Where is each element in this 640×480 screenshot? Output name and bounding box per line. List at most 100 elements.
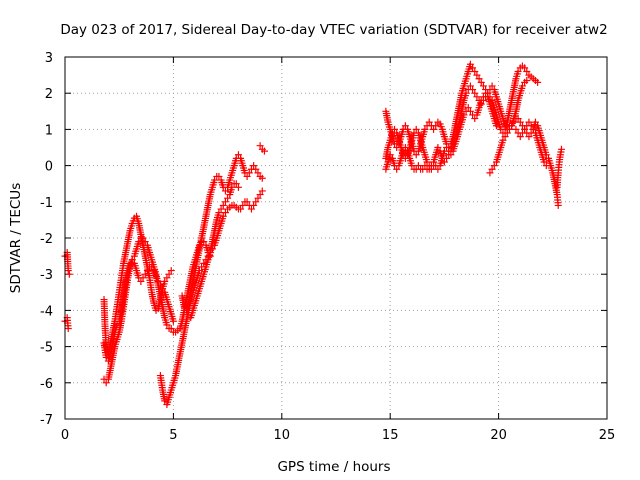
data-point (167, 267, 175, 275)
data-point (471, 115, 479, 123)
data-point (154, 277, 162, 285)
data-point (475, 75, 483, 83)
data-point (430, 125, 438, 133)
data-point (414, 162, 422, 170)
data-point (447, 151, 455, 159)
data-point (525, 133, 533, 141)
data-point (161, 277, 169, 285)
data-point (488, 165, 496, 173)
data-point (252, 198, 260, 206)
data-point (516, 118, 524, 126)
data-point (217, 205, 225, 213)
y-tick-label: -7 (40, 413, 53, 428)
data-point (221, 209, 229, 217)
data-point (163, 274, 171, 282)
data-point (514, 115, 522, 123)
data-point (434, 144, 442, 151)
data-point (466, 82, 474, 90)
data-point (534, 78, 542, 86)
data-point (401, 122, 409, 130)
x-axis-label: GPS time / hours (277, 459, 390, 475)
data-point (518, 129, 526, 137)
data-point (156, 281, 164, 289)
data-point (258, 174, 266, 182)
data-point (557, 145, 565, 153)
data-point (254, 194, 262, 202)
data-point (219, 212, 227, 220)
data-point (427, 165, 435, 173)
data-point (391, 125, 399, 133)
data-point (252, 165, 260, 173)
data-point (169, 317, 177, 325)
data-point (460, 111, 468, 119)
data-point (473, 71, 481, 79)
data-point (215, 209, 223, 217)
data-point (523, 67, 531, 75)
data-point (412, 125, 420, 133)
data-point (393, 165, 401, 173)
y-tick-label: -5 (40, 341, 53, 356)
data-point (234, 183, 242, 191)
data-point (224, 194, 232, 202)
y-tick-label: 1 (45, 123, 53, 138)
data-point (239, 201, 247, 209)
data-point (505, 125, 513, 133)
data-point (167, 325, 175, 332)
data-point (247, 205, 255, 213)
data-point (518, 82, 526, 90)
data-point (471, 67, 479, 75)
data-point (128, 256, 136, 264)
data-point (159, 285, 167, 293)
data-point (143, 267, 151, 275)
data-point (421, 162, 429, 170)
data-point (141, 270, 149, 278)
data-point (554, 201, 562, 209)
data-point (514, 67, 522, 75)
data-point (529, 125, 537, 133)
data-point (531, 118, 539, 126)
data-point (215, 172, 223, 180)
data-point (211, 176, 219, 184)
data-point (163, 321, 171, 329)
data-point (258, 187, 266, 195)
data-point (254, 169, 262, 177)
data-point (488, 82, 496, 90)
data-point (469, 86, 477, 94)
data-point (421, 125, 429, 133)
data-point (434, 165, 442, 173)
y-tick-label: -6 (40, 377, 53, 392)
data-point (523, 77, 531, 85)
data-point (510, 118, 518, 126)
y-axis-label: SDTVAR / TECUs (8, 183, 24, 293)
data-point (412, 151, 420, 159)
data-point (165, 270, 173, 278)
data-point (527, 122, 535, 130)
data-point (65, 270, 73, 278)
data-point (464, 104, 472, 112)
data-point (401, 144, 409, 151)
y-tick-label: 2 (45, 87, 53, 102)
data-point (512, 125, 520, 133)
data-point (141, 238, 149, 246)
data-point (139, 234, 147, 242)
data-point (219, 201, 227, 209)
data-point (499, 136, 507, 144)
data-point (477, 96, 485, 104)
y-tick-label: 3 (45, 51, 53, 66)
data-point (501, 122, 509, 130)
data-point (234, 151, 242, 159)
data-point (501, 133, 509, 141)
data-point (486, 169, 494, 177)
data-point (490, 162, 498, 170)
data-point (521, 64, 529, 72)
data-point (243, 172, 251, 180)
data-point (102, 379, 110, 387)
chart-title: Day 023 of 2017, Sidereal Day-to-day VTE… (60, 22, 607, 38)
data-point (250, 201, 258, 209)
data-point (139, 274, 147, 282)
data-point (508, 122, 516, 130)
data-point (525, 118, 533, 126)
x-tick-label: 5 (169, 428, 177, 443)
